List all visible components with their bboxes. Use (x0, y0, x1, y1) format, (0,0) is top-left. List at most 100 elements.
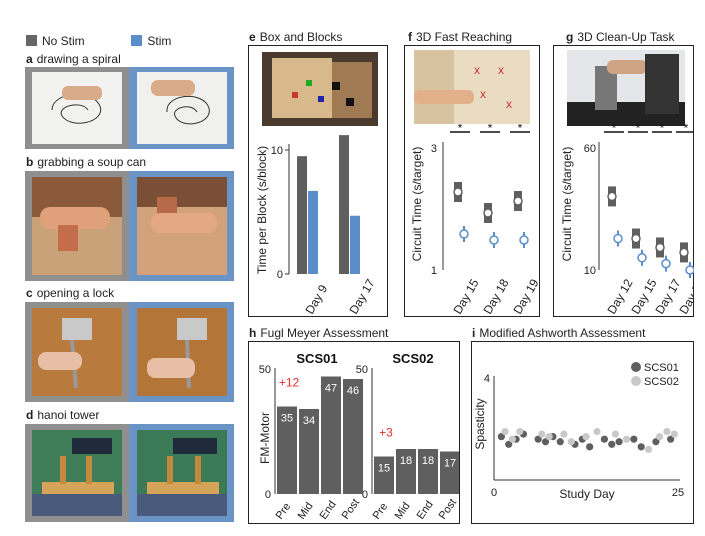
chart-g-sig-star-day12: * (612, 124, 617, 135)
chart-g: Circuit Time (s/target) 60 10 * * * * Day 1… (560, 124, 694, 316)
chart-i-point-scs01-16 (652, 438, 660, 446)
chart-f-sig-star-day19: * (518, 124, 523, 135)
chart-e-ytick-10: 10 (271, 145, 283, 157)
chart-i-point-scs02-6 (567, 438, 575, 446)
chart-f-ytick-1: 1 (431, 265, 437, 277)
chart-h-xtick-scs01-end: End (318, 499, 339, 522)
chart-f-median-stim-day15 (459, 229, 469, 239)
panel-b-title: b grabbing a soup can (26, 155, 147, 169)
panel-d-title: d hanoi tower (26, 408, 100, 422)
chart-h-ytick-50-b: 50 (356, 364, 368, 376)
lock-image (32, 308, 122, 396)
chart-h: FM-Motor 50 0 50 0 SCS01 SCS02 35 Pre 34 Mi… (258, 351, 459, 522)
chart-i-point-scs01-15 (637, 443, 645, 451)
soup-can-image (32, 177, 122, 275)
chart-e-xtick-day17: Day 17 (346, 276, 377, 316)
panel-a-title: a drawing a spiral (26, 52, 121, 66)
panel-i-frame (471, 341, 694, 524)
lock-stim-image (137, 308, 227, 396)
chart-g-median-stim-day17 (661, 258, 671, 269)
hanoi-tower-stim-image (137, 430, 227, 516)
chart-i-legend-scs01: SCS01 (644, 362, 679, 374)
chart-i-point-scs01-0 (497, 433, 505, 441)
chart-h-ylabel: FM-Motor (258, 412, 272, 464)
chart-i-point-scs01-17 (667, 435, 675, 443)
chart-f-ytick-3: 3 (431, 143, 437, 155)
chart-i-legend-scs01-marker (631, 362, 641, 372)
panel-c-photos (25, 302, 234, 402)
panel-g-frame (553, 45, 694, 317)
chart-f-xtick-day18: Day 18 (480, 276, 511, 316)
chart-i-point-scs02-13 (663, 427, 671, 436)
chart-f-median-nostim-day19 (513, 196, 523, 206)
chart-i-point-scs02-12 (656, 433, 664, 441)
chart-g-ylabel: Circuit Time (s/target) (560, 147, 574, 262)
chart-h-value-scs02-end: 18 (422, 455, 434, 467)
chart-h-value-scs01-mid: 34 (303, 415, 315, 427)
chart-f-xtick-day19: Day 19 (510, 276, 540, 316)
chart-i-point-scs02-5 (560, 430, 568, 438)
chart-h-bar-scs02-mid (396, 449, 416, 494)
chart-h-value-scs01-post: 46 (347, 385, 359, 397)
chart-e-xtick-day9: Day 9 (302, 282, 330, 316)
chart-h-bar-scs01-post (343, 379, 363, 494)
chart-h-value-scs02-pre: 15 (378, 463, 390, 475)
panel-a-photos (25, 67, 234, 149)
panel-h-frame (248, 341, 460, 524)
chart-e-ytick-0: 0 (277, 269, 283, 281)
panel-f-title: f 3D Fast Reaching (408, 30, 513, 44)
chart-i-point-scs02-1 (508, 435, 516, 443)
chart-i-point-scs01-10 (586, 443, 594, 451)
chart-f-xtick-day15: Day 15 (450, 276, 481, 316)
chart-h-xtick-scs02-end: End (415, 499, 436, 522)
chart-e-bar-no-stim-day17 (339, 135, 349, 274)
chart-i-point-scs01-14 (630, 435, 638, 443)
hanoi-tower-image (32, 430, 122, 516)
chart-f-median-nostim-day18 (483, 208, 493, 218)
chart-i-point-scs02-8 (593, 427, 601, 436)
chart-g-sig-star-day15: * (636, 124, 641, 135)
chart-h-ytick-50-a: 50 (259, 364, 271, 376)
chart-e: Time per Block (s/block) 10 0 Day 9 Day … (255, 135, 378, 316)
chart-h-subtitle-scs01: SCS01 (296, 351, 337, 366)
chart-i-point-scs01-5 (541, 438, 550, 446)
spiral-drawing-stim-image (137, 72, 227, 144)
legend-nostim-swatch (26, 35, 37, 46)
chart-h-xtick-scs01-pre: Pre (274, 501, 294, 522)
chart-g-sig-star-day17: * (660, 124, 665, 135)
chart-i-xtick-0: 0 (491, 487, 497, 499)
chart-h-delta-scs01: +12 (279, 376, 300, 390)
chart-h-value-scs02-post: 17 (444, 458, 456, 470)
chart-i-ytick-4: 4 (484, 373, 490, 385)
panel-d-photos (25, 424, 234, 522)
chart-h-value-scs01-pre: 35 (281, 413, 293, 425)
chart-f-sig-star-day15: * (458, 124, 463, 135)
chart-g-median-stim-day22 (685, 265, 694, 275)
chart-i: Spasticity 4 0 25 Study Day SCS01 SCS02 (473, 362, 684, 501)
chart-g-median-nostim-day15 (631, 233, 641, 244)
panel-c-title: c opening a lock (26, 286, 115, 300)
panel-h-title: h Fugl Meyer Assessment (249, 326, 389, 340)
chart-h-value-scs01-end: 47 (325, 383, 337, 395)
chart-g-median-stim-day15 (637, 253, 647, 263)
panel-g-title: g 3D Clean-Up Task (566, 30, 675, 44)
chart-h-bar-scs01-pre (277, 406, 297, 494)
svg-text:x: x (506, 97, 512, 111)
chart-f-median-stim-day18 (489, 235, 499, 245)
chart-h-bar-scs01-mid (299, 409, 319, 494)
chart-i-xlabel: Study Day (559, 487, 614, 501)
legend-stim-label: Stim (147, 34, 172, 48)
chart-g-median-nostim-day17 (655, 242, 665, 253)
chart-h-bar-scs02-post (440, 451, 459, 494)
chart-i-point-scs02-11 (644, 445, 653, 453)
spiral-drawing-image (32, 72, 122, 144)
chart-i-legend-scs02-marker (631, 376, 641, 386)
chart-f: Circuit Time (s/target) 3 1 * * * Day 15 D… (410, 124, 540, 316)
chart-g-median-nostim-day12 (607, 191, 617, 202)
chart-h-bar-scs02-end (418, 449, 438, 494)
chart-i-point-scs01-11 (600, 435, 608, 443)
chart-i-point-scs02-7 (582, 433, 590, 441)
chart-h-subtitle-scs02: SCS02 (392, 351, 433, 366)
legend: No Stim Stim (26, 34, 171, 48)
